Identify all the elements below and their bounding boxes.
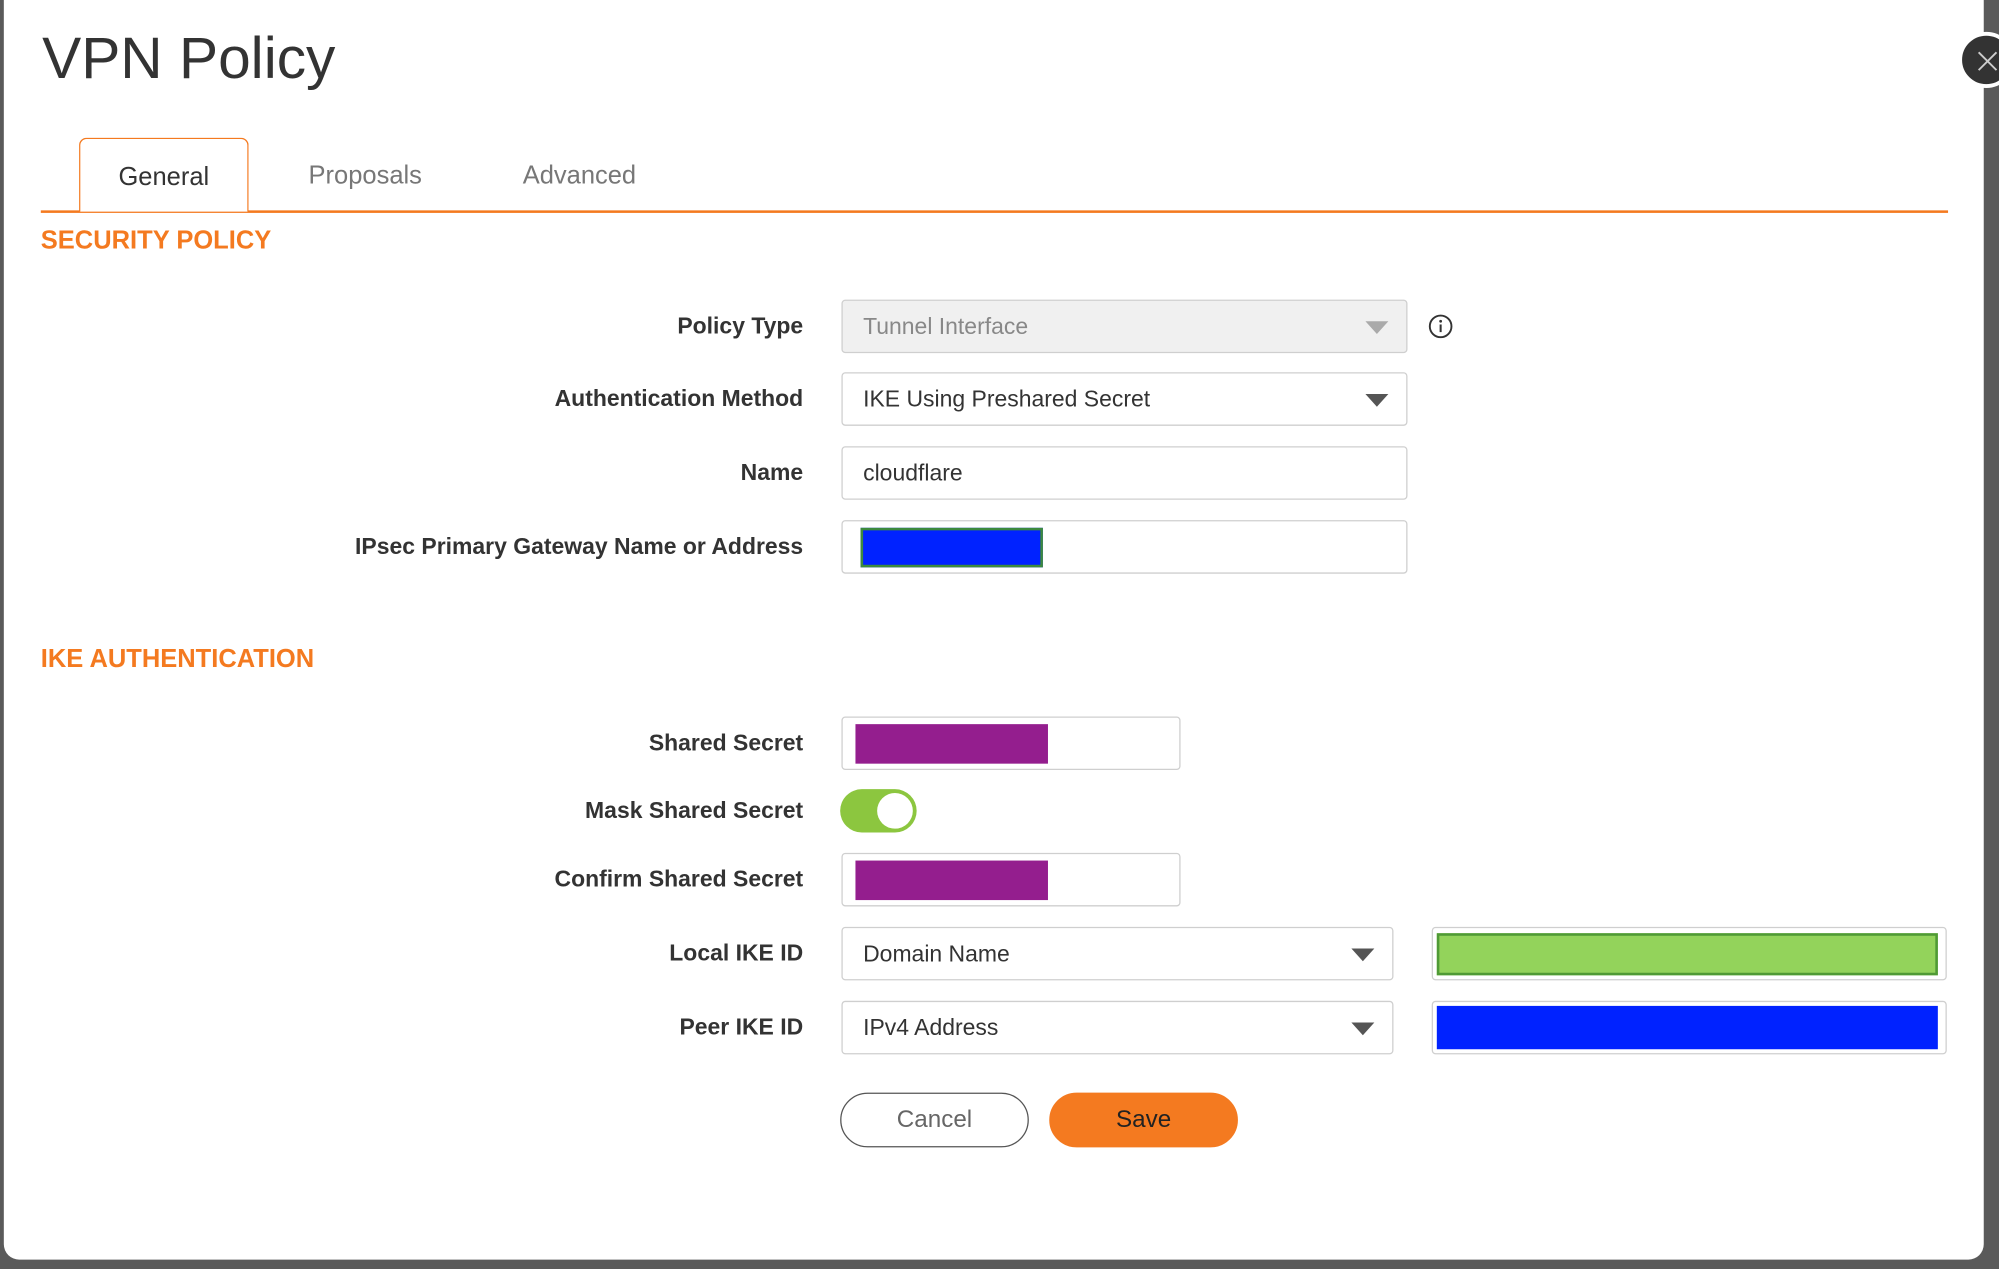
close-button[interactable] [1958, 31, 1999, 88]
shared-secret-label: Shared Secret [648, 729, 804, 756]
policy-type-label: Policy Type [677, 312, 804, 339]
ike-authentication-heading: IKE AUTHENTICATION [40, 645, 315, 674]
shared-secret-input[interactable] [841, 716, 1181, 771]
redacted-gateway [860, 527, 1043, 568]
chevron-down-icon [1365, 321, 1389, 335]
local-ike-id-type-value: Domain Name [863, 940, 1010, 967]
tab-advanced[interactable]: Advanced [522, 161, 637, 190]
mask-shared-secret-label: Mask Shared Secret [585, 797, 804, 823]
vpn-policy-dialog: VPN Policy General Proposals Advanced SE… [3, 0, 1984, 1260]
peer-ike-id-type-value: IPv4 Address [863, 1014, 999, 1041]
cancel-button[interactable]: Cancel [840, 1092, 1029, 1148]
policy-type-select[interactable]: Tunnel Interface [841, 299, 1408, 354]
chevron-down-icon [1351, 948, 1375, 962]
confirm-shared-secret-label: Confirm Shared Secret [554, 866, 804, 892]
name-input[interactable]: cloudflare [841, 446, 1408, 500]
chevron-down-icon [1365, 393, 1389, 407]
tab-proposals[interactable]: Proposals [308, 161, 422, 190]
redacted-secret [855, 724, 1048, 764]
save-button[interactable]: Save [1049, 1092, 1238, 1148]
tab-general[interactable]: General [79, 137, 249, 212]
gateway-label: IPsec Primary Gateway Name or Address [355, 533, 804, 560]
redacted-secret [855, 860, 1048, 901]
gateway-input[interactable] [841, 520, 1408, 574]
local-ike-id-input[interactable] [1431, 926, 1947, 981]
peer-ike-id-label: Peer IKE ID [679, 1014, 804, 1040]
chevron-down-icon [1351, 1022, 1375, 1036]
redacted-local-id [1436, 933, 1938, 976]
name-label: Name [740, 459, 804, 486]
confirm-shared-secret-input[interactable] [841, 852, 1181, 907]
info-icon[interactable] [1428, 314, 1453, 339]
mask-shared-secret-toggle[interactable] [840, 789, 917, 833]
dialog-title: VPN Policy [42, 24, 336, 91]
auth-method-select[interactable]: IKE Using Preshared Secret [841, 372, 1408, 426]
peer-ike-id-type-select[interactable]: IPv4 Address [841, 1000, 1394, 1055]
auth-method-label: Authentication Method [554, 385, 804, 412]
local-ike-id-type-select[interactable]: Domain Name [841, 926, 1394, 981]
local-ike-id-label: Local IKE ID [669, 940, 804, 966]
peer-ike-id-input[interactable] [1431, 1000, 1947, 1055]
tab-divider [40, 210, 1949, 213]
security-policy-heading: SECURITY POLICY [40, 226, 272, 255]
redacted-peer-id [1436, 1005, 1938, 1050]
close-icon [1977, 51, 1998, 71]
policy-type-value: Tunnel Interface [863, 313, 1029, 340]
auth-method-value: IKE Using Preshared Secret [863, 386, 1151, 412]
toggle-knob [877, 792, 913, 829]
